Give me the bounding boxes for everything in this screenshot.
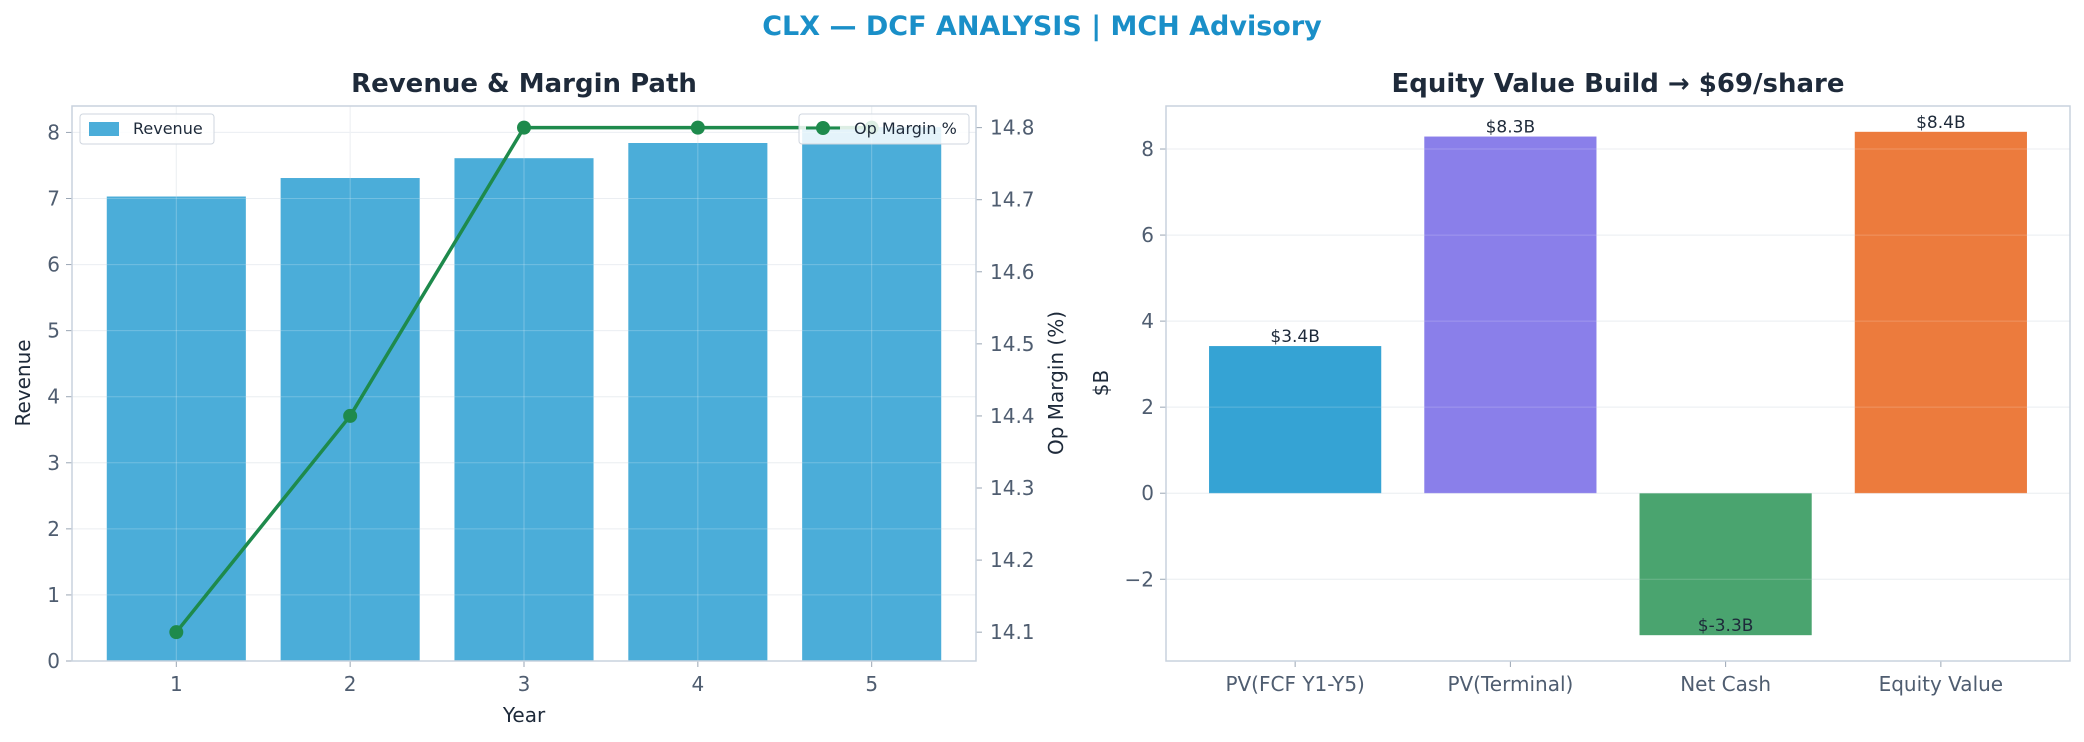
equity-bar [1854, 131, 2027, 494]
left-x-tick-label: 1 [170, 672, 183, 696]
legend-op-margin-label: Op Margin % [854, 119, 957, 138]
legend-revenue-box [79, 113, 215, 145]
left-y-axis-label: Revenue [11, 339, 35, 426]
left-y-tick-label: 6 [47, 253, 60, 277]
revenue-bars [72, 106, 976, 662]
revenue-bar [802, 127, 942, 661]
revenue-bar [628, 143, 768, 661]
right-y-axis-label: Op Margin (%) [1044, 311, 1068, 455]
right-y-tick-label: 2 [1141, 395, 1154, 419]
right-y-tick-label: 14.3 [990, 476, 1035, 500]
left-y-tick-label: 0 [47, 649, 60, 673]
right-y-tick-label: 6 [1141, 223, 1154, 247]
equity-bar-label: $8.3B [1486, 118, 1536, 138]
right-chart-y-axis-label: $B [1089, 370, 1113, 396]
op-margin-point [343, 408, 358, 423]
op-margin-line [169, 120, 879, 640]
equity-bar-label: $8.4B [1916, 113, 1966, 133]
right-y-tick-label: 14.5 [990, 332, 1035, 356]
legend-op-margin-box [798, 113, 970, 145]
left-plot-frame [71, 105, 977, 662]
right-y-tick-label: 14.6 [990, 260, 1035, 284]
left-ticks: 0 1 2 3 4 5 6 7 8 14.1 14.2 14.3 14.4 14.5 14.6 14.7 14.… [47, 116, 1034, 696]
figure-title: CLX — DCF ANALYSIS | MCH Advisory [762, 11, 1322, 42]
right-y-tick-label: −2 [1125, 567, 1154, 591]
equity-bar-label: $3.4B [1270, 327, 1320, 347]
right-y-tick-label: 4 [1141, 309, 1154, 333]
left-y-tick-label: 7 [47, 187, 60, 211]
right-x-tick-label: PV(FCF Y1-Y5) [1225, 672, 1364, 696]
right-y-tick-label: 14.7 [990, 188, 1035, 212]
left-y-tick-label: 1 [47, 583, 60, 607]
right-y-tick-label: 14.8 [990, 116, 1035, 140]
right-x-tick-label: Equity Value [1879, 672, 2004, 696]
left-x-tick-label: 2 [344, 672, 357, 696]
revenue-margin-chart: Revenue & Margin Path 0 1 2 3 4 5 6 7 8 14.1 14.2 1… [11, 69, 1068, 727]
revenue-bar [106, 196, 246, 661]
equity-bar [1639, 493, 1812, 636]
op-margin-point [690, 120, 705, 135]
left-x-tick-label: 4 [691, 672, 704, 696]
legend-revenue: Revenue [79, 113, 215, 145]
left-y-tick-label: 5 [47, 319, 60, 343]
right-y-tick-label: 8 [1141, 137, 1154, 161]
legend-op-margin-marker [816, 121, 830, 135]
revenue-bar [454, 158, 594, 662]
right-x-tick-label: Net Cash [1680, 672, 1771, 696]
legend-op-margin: Op Margin % [798, 113, 970, 145]
left-y-tick-label: 8 [47, 120, 60, 144]
left-y-tick-label: 4 [47, 385, 60, 409]
equity-bar-label: $-3.3B [1698, 616, 1754, 636]
right-chart-title: Equity Value Build → $69/share [1392, 69, 1845, 99]
equity-bar [1424, 136, 1597, 494]
left-chart-title: Revenue & Margin Path [351, 69, 697, 99]
left-x-tick-label: 5 [865, 672, 878, 696]
op-margin-point [169, 625, 184, 640]
right-x-tick-label: PV(Terminal) [1447, 672, 1573, 696]
right-ticks: −2 0 2 4 6 8 PV(FCF Y1-Y5) PV(Terminal) Net Cash… [1125, 137, 2004, 696]
left-y-tick-label: 2 [47, 517, 60, 541]
equity-bars: $3.4B $8.3B $-3.3B $8.4B [1166, 113, 2070, 636]
equity-bar [1209, 346, 1382, 494]
left-y-tick-label: 3 [47, 451, 60, 475]
legend-revenue-swatch [89, 122, 119, 136]
left-x-tick-label: 3 [518, 672, 531, 696]
op-margin-point [517, 120, 531, 135]
right-y-tick-label: 0 [1141, 481, 1154, 505]
right-y-tick-label: 14.4 [990, 404, 1035, 428]
left-x-axis-label: Year [502, 703, 546, 727]
right-plot-frame [1165, 105, 2071, 662]
equity-value-chart: Equity Value Build → $69/share $3.4B $8.3… [1089, 69, 2071, 696]
right-y-tick-label: 14.1 [990, 620, 1035, 644]
legend-revenue-label: Revenue [133, 119, 203, 138]
right-y-tick-label: 14.2 [990, 548, 1035, 572]
